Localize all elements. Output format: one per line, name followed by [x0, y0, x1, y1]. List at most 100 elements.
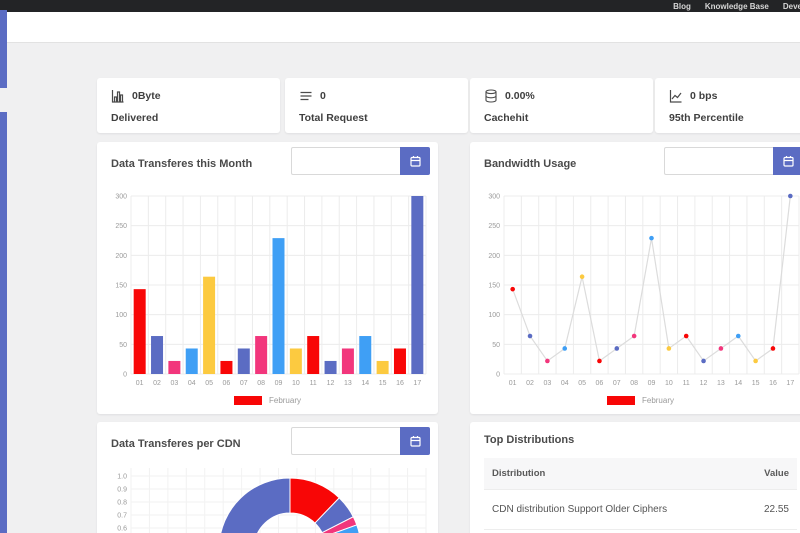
calendar-button[interactable] [400, 147, 430, 175]
stat-value: 0 [320, 90, 326, 102]
svg-text:150: 150 [488, 283, 500, 290]
sidebar-accent-strip-top [0, 10, 7, 88]
svg-text:04: 04 [561, 380, 569, 387]
card-title: Data Transferes this Month [111, 158, 253, 170]
bar-chart-icon [111, 90, 124, 103]
stat-label: Cachehit [484, 112, 529, 124]
donut-chart-area: 1.00.90.80.70.60.50.40.30.20.10.0 [105, 462, 430, 533]
svg-text:250: 250 [115, 223, 127, 230]
date-range-input[interactable] [291, 147, 400, 175]
calendar-button[interactable] [400, 427, 430, 455]
card-data-transfers-per-cdn: Data Transferes per CDN 1.00.90.80.70.60… [97, 422, 438, 533]
svg-text:17: 17 [413, 380, 421, 387]
svg-text:150: 150 [115, 283, 127, 290]
svg-text:10: 10 [292, 380, 300, 387]
card-title: Bandwidth Usage [484, 158, 577, 170]
legend-swatch [606, 396, 635, 405]
svg-text:0.6: 0.6 [117, 526, 127, 533]
svg-text:14: 14 [734, 380, 742, 387]
svg-text:0: 0 [123, 372, 127, 379]
stat-card-total-request: 0 Total Request [285, 78, 468, 133]
date-range-picker [291, 147, 430, 175]
svg-text:07: 07 [613, 380, 621, 387]
card-data-transfers-month: Data Transferes this Month 0 5 0 100 150 200 2… [97, 142, 438, 414]
distribution-cell: farm@synedge.com [484, 529, 742, 533]
calendar-icon [409, 435, 421, 447]
svg-text:0.9: 0.9 [117, 487, 127, 494]
svg-text:0.8: 0.8 [117, 500, 127, 507]
svg-text:0: 0 [496, 372, 500, 379]
calendar-button[interactable] [773, 147, 800, 175]
table-row: farm@synedge.com2.05 [484, 529, 797, 533]
svg-text:01: 01 [509, 380, 517, 387]
date-range-input[interactable] [664, 147, 773, 175]
svg-text:13: 13 [344, 380, 352, 387]
date-range-picker [291, 427, 430, 455]
table-header-row: Distribution Value [484, 458, 797, 490]
sidebar-accent-strip-bottom [0, 112, 7, 533]
stat-card-delivered: 0Byte Delivered [97, 78, 280, 133]
svg-text:06: 06 [596, 380, 604, 387]
svg-text:07: 07 [240, 380, 248, 387]
stat-card-95th-percentile: 0 bps 95th Percentile [655, 78, 800, 133]
svg-text:16: 16 [769, 380, 777, 387]
svg-text:04: 04 [188, 380, 196, 387]
nav-link-knowledge-base[interactable]: Knowledge Base [704, 1, 769, 11]
card-top-distributions: Top Distributions Distribution Value CDN… [470, 422, 800, 533]
svg-text:16: 16 [396, 380, 404, 387]
topbar-nav: Blog Knowledge Base Developers [673, 0, 800, 12]
list-icon [300, 91, 312, 101]
svg-text:01: 01 [136, 380, 144, 387]
svg-text:09: 09 [648, 380, 656, 387]
calendar-icon [782, 155, 794, 167]
distributions-table: Distribution Value CDN distribution Supp… [484, 458, 797, 533]
chart-legend: February [97, 396, 438, 405]
calendar-icon [409, 155, 421, 167]
value-cell: 22.55 [741, 489, 797, 530]
nav-link-developers[interactable]: Developers [782, 1, 800, 11]
svg-text:200: 200 [488, 253, 500, 260]
legend-swatch [233, 396, 262, 405]
svg-text:300: 300 [488, 194, 500, 201]
svg-text:02: 02 [526, 380, 534, 387]
svg-text:17: 17 [786, 380, 794, 387]
svg-text:15: 15 [379, 380, 387, 387]
svg-text:300: 300 [115, 194, 127, 201]
svg-text:09: 09 [275, 380, 283, 387]
line-chart-area: 0 50 100 150 200 250 300 01 02 03 04 05 06 07 08 09 10 11… [478, 186, 800, 393]
header-band [0, 12, 800, 43]
svg-text:50: 50 [492, 342, 500, 349]
svg-text:12: 12 [700, 380, 708, 387]
stat-label: Delivered [111, 112, 159, 124]
svg-text:03: 03 [170, 380, 178, 387]
svg-text:14: 14 [361, 380, 369, 387]
bar-chart-area: 0 50 100 150 200 250 300 01 02 03 04 05 06 07 08 09 10 11… [105, 186, 430, 393]
nav-link-blog[interactable]: Blog [673, 1, 691, 11]
col-header-value: Value [741, 458, 797, 490]
stat-card-cachehit: 0.00% Cachehit [470, 78, 653, 133]
col-header-distribution: Distribution [484, 458, 742, 490]
legend-label: February [268, 396, 301, 405]
svg-text:1.0: 1.0 [117, 474, 127, 481]
svg-text:11: 11 [310, 380, 317, 387]
stat-value: 0Byte [132, 90, 161, 102]
svg-text:08: 08 [257, 380, 265, 387]
date-range-input[interactable] [291, 427, 400, 455]
stat-label: 95th Percentile [669, 112, 744, 124]
svg-text:08: 08 [630, 380, 638, 387]
svg-text:100: 100 [115, 312, 127, 319]
database-icon [485, 89, 497, 103]
svg-text:250: 250 [488, 223, 500, 230]
card-title: Data Transferes per CDN [111, 438, 241, 450]
svg-text:200: 200 [115, 253, 127, 260]
stat-label: Total Request [299, 112, 368, 124]
svg-text:0.7: 0.7 [117, 513, 127, 520]
svg-text:03: 03 [543, 380, 551, 387]
svg-text:02: 02 [153, 380, 161, 387]
chart-legend: February [470, 396, 800, 405]
table-body: CDN distribution Support Older Ciphers 22… [484, 489, 797, 533]
svg-text:12: 12 [327, 380, 335, 387]
svg-text:06: 06 [223, 380, 231, 387]
svg-text:05: 05 [205, 380, 213, 387]
value-cell: 2.05 [741, 529, 797, 533]
